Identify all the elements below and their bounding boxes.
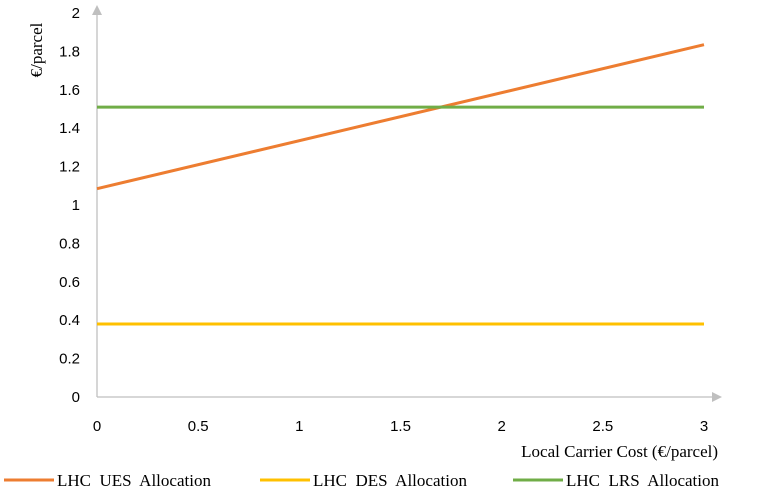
y-tick-label: 1.6 xyxy=(59,82,80,99)
x-tick-labels: 0 0.5 1 1.5 2 2.5 3 xyxy=(93,418,708,435)
axes xyxy=(92,5,722,402)
x-tick-label: 1 xyxy=(295,418,303,435)
y-tick-label: 0.6 xyxy=(59,274,80,291)
y-tick-label: 0.2 xyxy=(59,351,80,368)
series-line xyxy=(96,43,705,191)
y-tick-label: 0.4 xyxy=(59,312,80,329)
x-tick-label: 2 xyxy=(497,418,505,435)
y-tick-label: 1 xyxy=(72,197,80,214)
y-tick-label: 1.2 xyxy=(59,159,80,176)
legend-label: LHC LRS Allocation xyxy=(566,471,720,490)
y-tick-label: 1.8 xyxy=(59,43,80,60)
legend-label: LHC DES Allocation xyxy=(313,471,467,490)
y-tick-label: 0.8 xyxy=(59,235,80,252)
x-axis-label: Local Carrier Cost (€/parcel) xyxy=(521,442,718,461)
legend: LHC UES Allocation LHC DES Allocation LHC … xyxy=(4,471,720,490)
y-tick-label: 0 xyxy=(72,389,80,406)
y-axis-arrow-icon xyxy=(92,5,102,15)
x-axis-arrow-icon xyxy=(712,392,722,402)
x-tick-label: 1.5 xyxy=(390,418,411,435)
y-tick-label: 1.4 xyxy=(59,120,80,137)
series-layer xyxy=(96,43,705,326)
x-tick-label: 0.5 xyxy=(188,418,209,435)
y-axis-label: €/parcel xyxy=(27,22,46,77)
x-tick-label: 2.5 xyxy=(592,418,613,435)
y-tick-labels: 0 0.2 0.4 0.6 0.8 1 1.2 1.4 1.6 1.8 2 xyxy=(59,5,80,406)
x-tick-label: 3 xyxy=(700,418,708,435)
legend-label: LHC UES Allocation xyxy=(57,471,211,490)
x-tick-label: 0 xyxy=(93,418,101,435)
y-tick-label: 2 xyxy=(72,5,80,22)
